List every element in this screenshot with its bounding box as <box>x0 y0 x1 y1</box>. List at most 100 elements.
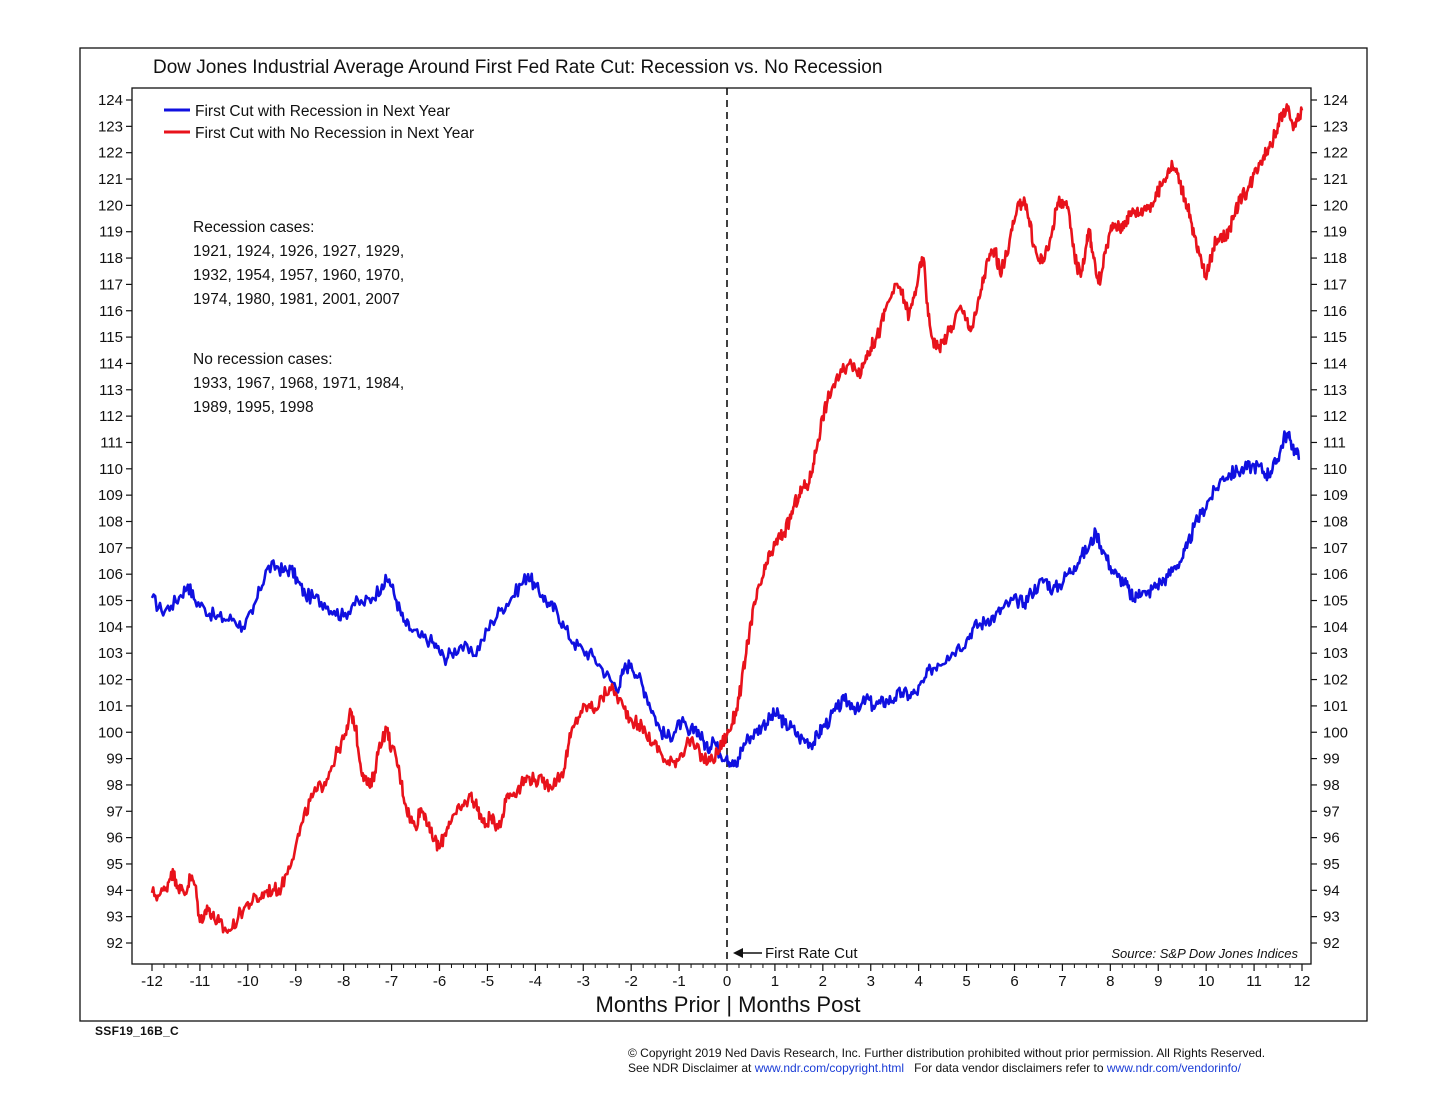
y-tick-label-right: 116 <box>1323 303 1347 320</box>
vendor-prefix: For data vendor disclaimers refer to <box>914 1061 1107 1075</box>
y-tick-label-left: 95 <box>106 856 123 873</box>
y-tick-label-left: 111 <box>100 434 123 451</box>
y-tick-label-left: 116 <box>99 303 123 320</box>
y-tick-label-left: 98 <box>106 777 123 794</box>
y-tick-label-right: 102 <box>1323 672 1348 689</box>
y-tick-label-right: 98 <box>1323 777 1340 794</box>
y-tick-label-left: 96 <box>106 830 123 847</box>
y-tick-label-right: 93 <box>1323 909 1340 926</box>
y-tick-label-right: 122 <box>1323 145 1348 162</box>
y-tick-label-left: 97 <box>106 803 123 820</box>
footer: © Copyright 2019 Ned Davis Research, Inc… <box>628 1046 1265 1076</box>
y-tick-label-left: 108 <box>98 514 123 531</box>
x-tick-label: -7 <box>385 973 398 990</box>
y-tick-label-left: 93 <box>106 909 123 926</box>
series-layer <box>150 103 1304 934</box>
y-tick-label-right: 104 <box>1323 619 1348 636</box>
x-tick-label: 1 <box>771 973 779 990</box>
series-line-recession <box>150 430 1301 768</box>
legend-label-recession: First Cut with Recession in Next Year <box>195 103 450 120</box>
y-tick-label-right: 99 <box>1323 751 1340 768</box>
y-tick-label-left: 122 <box>98 145 123 162</box>
rate-cut-label: First Rate Cut <box>765 945 858 962</box>
note-recession-line: 1932, 1954, 1957, 1960, 1970, <box>193 267 404 284</box>
vendor-link[interactable]: www.ndr.com/vendorinfo/ <box>1106 1061 1241 1075</box>
y-tick-label-right: 112 <box>1323 408 1347 425</box>
y-tick-label-right: 100 <box>1323 724 1348 741</box>
rate-cut-arrowhead <box>733 948 743 958</box>
x-tick-label: -6 <box>433 973 446 990</box>
source-label: Source: S&P Dow Jones Indices <box>1111 946 1298 961</box>
y-tick-label-left: 107 <box>98 540 123 557</box>
x-tick-label: 6 <box>1010 973 1018 990</box>
y-tick-label-left: 124 <box>98 92 123 109</box>
y-tick-label-right: 105 <box>1323 593 1348 610</box>
y-tick-label-left: 104 <box>98 619 123 636</box>
y-tick-label-right: 123 <box>1323 118 1348 135</box>
note-no-recession-line: 1933, 1967, 1968, 1971, 1984, <box>193 375 404 392</box>
y-tick-label-left: 115 <box>99 329 123 346</box>
note-recession-title: Recession cases: <box>193 219 314 236</box>
y-tick-label-right: 110 <box>1323 461 1347 478</box>
x-tick-label: 2 <box>819 973 827 990</box>
x-axis-title: Months Prior | Months Post <box>596 992 861 1017</box>
y-tick-label-left: 117 <box>99 276 123 293</box>
y-tick-label-left: 119 <box>99 224 123 241</box>
y-tick-label-left: 109 <box>98 487 123 504</box>
y-tick-label-right: 119 <box>1323 224 1347 241</box>
y-tick-label-left: 99 <box>106 751 123 768</box>
y-tick-label-right: 121 <box>1323 171 1348 188</box>
y-tick-label-left: 106 <box>98 566 123 583</box>
y-tick-label-right: 117 <box>1323 276 1347 293</box>
x-tick-label: -12 <box>141 973 163 990</box>
x-tick-label: -10 <box>237 973 259 990</box>
y-tick-label-left: 120 <box>98 197 123 214</box>
y-tick-label-right: 109 <box>1323 487 1348 504</box>
y-tick-label-right: 92 <box>1323 935 1340 952</box>
y-tick-label-left: 101 <box>98 698 123 715</box>
rate-cut-annotation: First Rate Cut <box>733 945 858 962</box>
plot-area <box>131 87 1312 965</box>
chart-title: Dow Jones Industrial Average Around Firs… <box>153 57 882 78</box>
y-tick-label-left: 110 <box>99 461 123 478</box>
x-tick-label: 0 <box>723 973 731 990</box>
x-tick-label: -2 <box>624 973 637 990</box>
y-tick-label-left: 92 <box>106 935 123 952</box>
y-tick-label-right: 111 <box>1323 434 1346 451</box>
x-tick-label: 4 <box>914 973 922 990</box>
y-axis: 92 92 93 93 94 94 95 95 96 96 97 97 98 98 99 99 100 100 10… <box>98 92 1348 952</box>
y-tick-label-right: 94 <box>1323 882 1340 899</box>
x-tick-label: 9 <box>1154 973 1162 990</box>
y-tick-label-right: 120 <box>1323 197 1348 214</box>
x-tick-label: -3 <box>577 973 590 990</box>
x-tick-label: 3 <box>867 973 875 990</box>
y-tick-label-left: 113 <box>99 382 123 399</box>
y-tick-label-left: 105 <box>98 593 123 610</box>
x-tick-label: -4 <box>529 973 542 990</box>
note-no-recession-line: 1989, 1995, 1998 <box>193 399 314 416</box>
y-tick-label-right: 96 <box>1323 830 1340 847</box>
y-tick-label-right: 101 <box>1323 698 1348 715</box>
x-tick-label: -11 <box>190 973 211 990</box>
y-tick-label-left: 112 <box>99 408 123 425</box>
chart-frame <box>79 47 1368 1022</box>
x-axis: -12 -11 -10 -9 -8 -7 -6 -5 -4 -3 -2 -1 0 1 2 3 4 5 6 7 8 9 10 1… <box>141 964 1310 990</box>
disclaimer-prefix: See NDR Disclaimer at <box>628 1061 755 1075</box>
x-tick-label: 12 <box>1294 973 1311 990</box>
y-tick-label-left: 121 <box>98 171 123 188</box>
x-tick-label: 11 <box>1246 973 1262 990</box>
note-recession-line: 1974, 1980, 1981, 2001, 2007 <box>193 291 400 308</box>
note-no-recession-title: No recession cases: <box>193 351 333 368</box>
x-tick-label: 7 <box>1058 973 1066 990</box>
disclaimer-link[interactable]: www.ndr.com/copyright.html <box>754 1061 905 1075</box>
y-tick-label-right: 103 <box>1323 645 1348 662</box>
y-tick-label-left: 114 <box>99 355 123 372</box>
x-tick-label: -9 <box>289 973 302 990</box>
y-tick-label-right: 115 <box>1323 329 1347 346</box>
x-tick-label: 10 <box>1198 973 1215 990</box>
y-tick-label-right: 118 <box>1323 250 1347 267</box>
x-tick-label: -1 <box>672 973 685 990</box>
y-tick-label-left: 103 <box>98 645 123 662</box>
y-tick-label-right: 106 <box>1323 566 1348 583</box>
